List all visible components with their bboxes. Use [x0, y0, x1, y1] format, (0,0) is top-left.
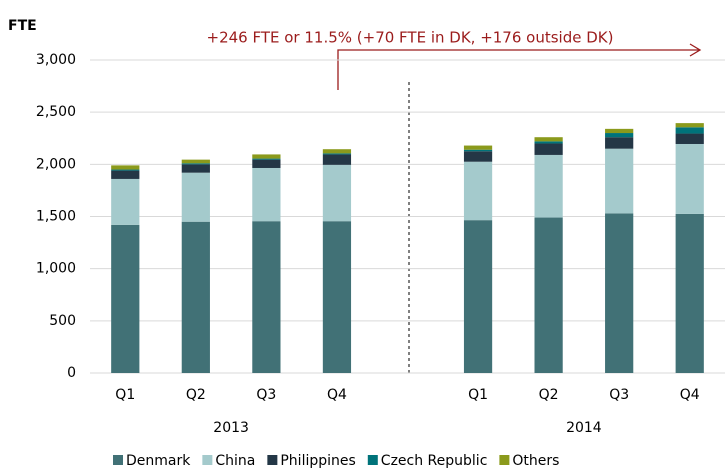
bar-segment: [252, 221, 281, 373]
bar-segment: [463, 145, 493, 150]
bar-segment: [534, 154, 563, 218]
bar-segment: [675, 133, 704, 144]
bar-segment: [111, 224, 140, 373]
bar-segment: [675, 127, 704, 134]
bar-segment: [534, 217, 563, 373]
bar-segment: [675, 213, 704, 373]
bar-segment: [605, 148, 634, 214]
bar-segment: [605, 128, 634, 134]
legend-label: Others: [512, 453, 559, 468]
bar-segment: [252, 159, 281, 168]
y-tick-label: 2,000: [36, 156, 76, 172]
bar-segment: [605, 137, 634, 149]
bar-segment: [463, 161, 493, 221]
bar-segment: [322, 221, 352, 373]
bar-segment: [181, 164, 210, 173]
bar-segment: [111, 165, 140, 170]
bar-segment: [322, 154, 352, 165]
y-axis-label: FTE: [8, 18, 37, 34]
bar-segment: [463, 149, 493, 152]
annotation: +246 FTE or 11.5% (+70 FTE in DK, +176 o…: [207, 29, 614, 47]
bar-segment: [322, 164, 352, 222]
legend-swatch: [113, 455, 123, 465]
y-tick-label: 500: [49, 313, 76, 329]
bar-segment: [111, 170, 140, 179]
y-tick-label: 1,000: [36, 261, 76, 277]
bar-segment: [252, 154, 281, 159]
bar-segment: [322, 149, 352, 154]
x-tick-label: Q3: [609, 387, 629, 403]
y-tick-label: 1,500: [36, 209, 76, 225]
bar-segment: [463, 151, 493, 162]
y-tick-label: 3,000: [36, 52, 76, 68]
group-label: 2014: [566, 420, 602, 436]
legend-swatch: [267, 455, 278, 465]
bar-segment: [534, 137, 563, 142]
legend-label: Denmark: [126, 453, 191, 468]
annotation-arrow: [337, 43, 702, 90]
x-tick-label: Q1: [468, 387, 488, 403]
bar-segment: [675, 143, 704, 214]
group-label: 2013: [213, 420, 249, 436]
legend-swatch: [202, 455, 213, 465]
legend-label: China: [215, 453, 255, 468]
x-tick-label: Q2: [186, 387, 206, 403]
bar-segment: [534, 143, 563, 155]
bar-segment: [181, 221, 210, 373]
bar-segment: [252, 167, 281, 222]
legend-label: Czech Republic: [381, 453, 488, 468]
x-tick-label: Q3: [256, 387, 276, 403]
legend-label: Philippines: [280, 453, 355, 468]
bar-segment: [675, 123, 704, 128]
y-tick-label: 2,500: [36, 104, 76, 120]
y-tick-label: 0: [67, 365, 76, 381]
x-tick-label: Q4: [680, 387, 700, 403]
x-tick-label: Q4: [327, 387, 347, 403]
bar-segment: [252, 158, 281, 160]
x-tick-label: Q1: [115, 387, 135, 403]
x-tick-label: Q2: [539, 387, 559, 403]
bar-segment: [181, 159, 210, 164]
bar-segment: [605, 213, 634, 373]
bar-segment: [605, 133, 634, 138]
bar-segment: [534, 141, 563, 144]
legend-swatch: [367, 455, 378, 465]
bar-segment: [463, 220, 493, 373]
bar-segment: [111, 169, 140, 171]
bar-segment: [181, 163, 210, 165]
bar-segment: [181, 172, 210, 222]
bar-segment: [111, 178, 140, 225]
bar-segment: [322, 153, 352, 155]
legend-swatch: [499, 455, 510, 465]
